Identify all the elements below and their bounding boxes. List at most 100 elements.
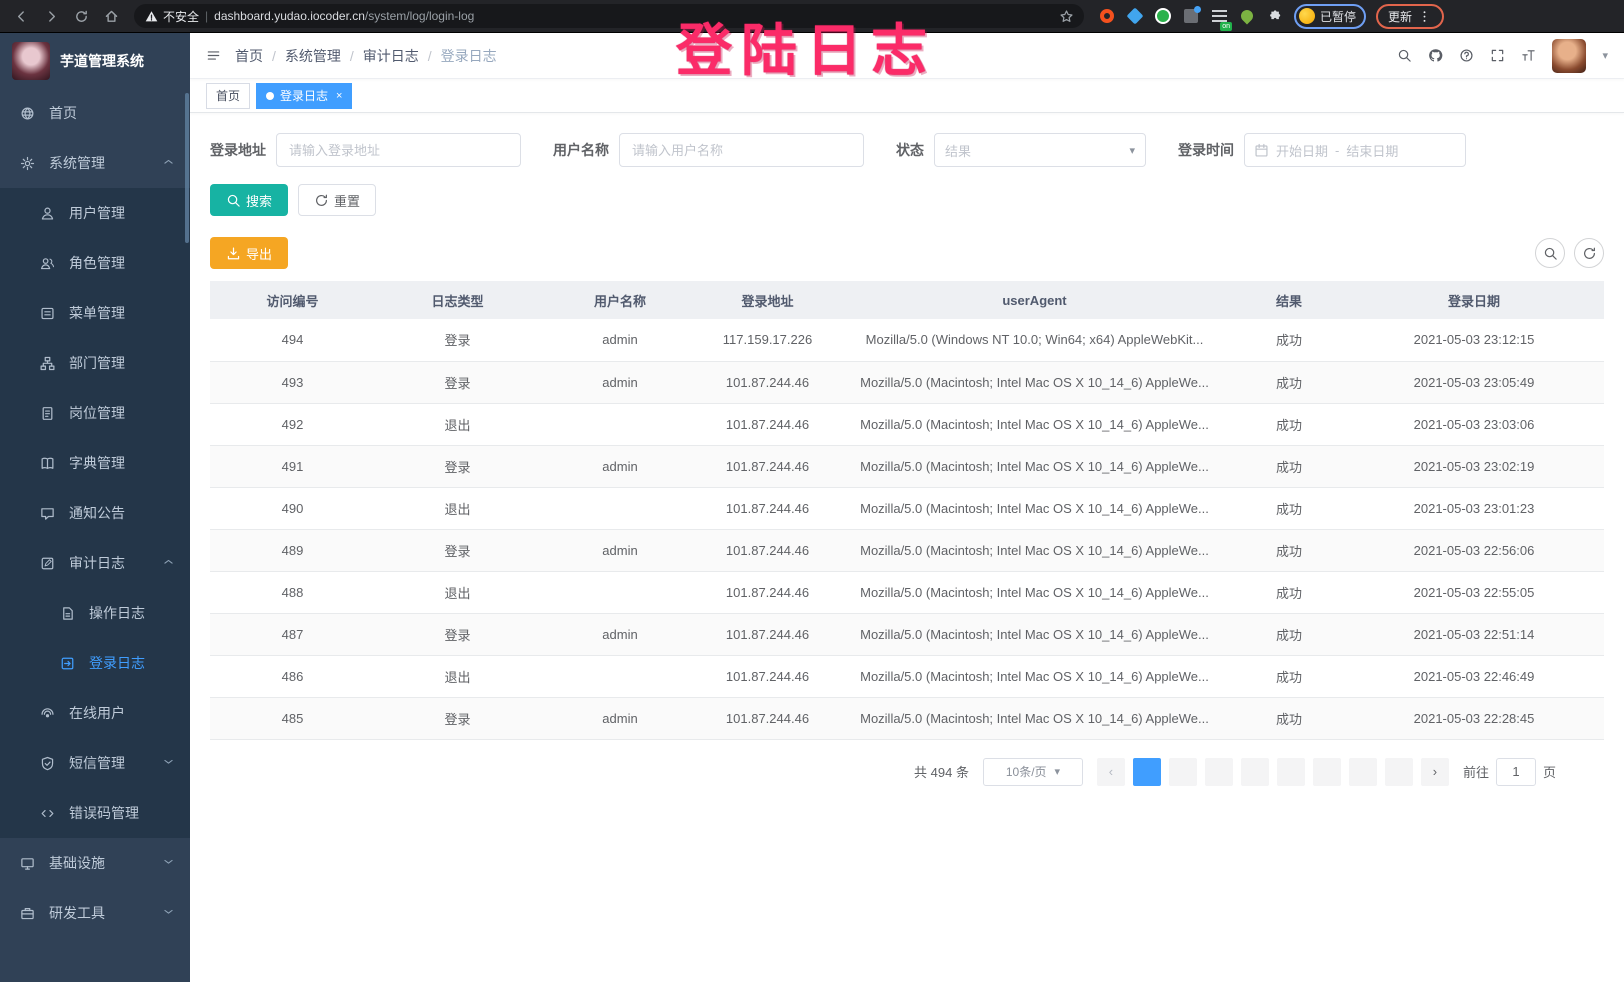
- extension-plant-icon[interactable]: [1238, 7, 1256, 25]
- toggle-search-button[interactable]: [1535, 238, 1565, 268]
- sidebar-item-system[interactable]: 系统管理: [0, 138, 190, 188]
- error-code-icon: [40, 806, 55, 821]
- page-size-select[interactable]: 10条/页 ▾: [982, 757, 1083, 786]
- page-button[interactable]: [1384, 757, 1413, 786]
- col-useragent: userAgent: [835, 281, 1234, 319]
- chevron-down-icon[interactable]: ▾: [1602, 50, 1608, 62]
- cell-id: 492: [210, 403, 375, 446]
- back-icon[interactable]: [8, 3, 34, 29]
- cell-username: [540, 487, 700, 530]
- cell-type: 退出: [375, 403, 540, 446]
- table-row[interactable]: 491 登录 admin 101.87.244.46 Mozilla/5.0 (…: [210, 445, 1604, 488]
- export-button[interactable]: 导出: [210, 237, 289, 269]
- table-row[interactable]: 493 登录 admin 101.87.244.46 Mozilla/5.0 (…: [210, 361, 1604, 404]
- sidebar-item-auditlog[interactable]: 审计日志: [0, 538, 190, 588]
- cell-type: 登录: [375, 613, 540, 656]
- table-row[interactable]: 488 退出 101.87.244.46 Mozilla/5.0 (Macint…: [210, 571, 1604, 614]
- table-row[interactable]: 492 退出 101.87.244.46 Mozilla/5.0 (Macint…: [210, 403, 1604, 446]
- extensions-tray: on 已暂停 更新: [1094, 3, 1448, 31]
- sidebar-item-home[interactable]: 首页: [0, 88, 190, 138]
- extension-orange-icon[interactable]: [1098, 7, 1116, 25]
- sidebar-item-infra[interactable]: 基础设施: [0, 838, 190, 888]
- page-button[interactable]: [1312, 757, 1341, 786]
- url-text: dashboard.yudao.iocoder.cn/system/log/lo…: [214, 9, 475, 23]
- reload-icon[interactable]: [68, 3, 94, 29]
- table-row[interactable]: 485 登录 admin 101.87.244.46 Mozilla/5.0 (…: [210, 697, 1604, 740]
- operation-log-icon: [60, 606, 75, 621]
- prev-page-button[interactable]: ‹: [1096, 757, 1125, 786]
- github-icon[interactable]: [1428, 48, 1443, 63]
- sidebar-item-sms[interactable]: 短信管理: [0, 738, 190, 788]
- page-button[interactable]: [1276, 757, 1305, 786]
- table-row[interactable]: 489 登录 admin 101.87.244.46 Mozilla/5.0 (…: [210, 529, 1604, 572]
- refresh-table-button[interactable]: [1574, 238, 1604, 268]
- home-icon[interactable]: [98, 3, 124, 29]
- table-row[interactable]: 487 登录 admin 101.87.244.46 Mozilla/5.0 (…: [210, 613, 1604, 656]
- sidebar-item-errcode[interactable]: 错误码管理: [0, 788, 190, 838]
- page-button[interactable]: [1168, 757, 1197, 786]
- sidebar-item-devtools[interactable]: 研发工具: [0, 888, 190, 938]
- cell-username: admin: [540, 613, 700, 656]
- hamburger-icon[interactable]: [206, 48, 221, 63]
- status-select[interactable]: 结果 ▾: [934, 133, 1146, 167]
- breadcrumb: 首页 / 系统管理 / 审计日志 / 登录日志: [235, 47, 497, 64]
- table-row[interactable]: 490 退出 101.87.244.46 Mozilla/5.0 (Macint…: [210, 487, 1604, 530]
- page-button[interactable]: [1132, 757, 1161, 786]
- extension-list-icon[interactable]: on: [1210, 7, 1232, 31]
- bookmark-star-icon[interactable]: [1059, 9, 1074, 24]
- sidebar-item-user[interactable]: 用户管理: [0, 188, 190, 238]
- page-button[interactable]: [1348, 757, 1377, 786]
- sidebar-item-notice[interactable]: 通知公告: [0, 488, 190, 538]
- extension-green-icon[interactable]: [1154, 7, 1172, 25]
- login-address-input[interactable]: [276, 133, 521, 167]
- table-row[interactable]: 486 退出 101.87.244.46 Mozilla/5.0 (Macint…: [210, 655, 1604, 698]
- browser-update-button[interactable]: 更新: [1376, 3, 1445, 29]
- tab-home[interactable]: 首页: [206, 82, 251, 109]
- sidebar-item-online[interactable]: 在线用户: [0, 688, 190, 738]
- col-result: 结果: [1234, 281, 1344, 319]
- cell-useragent: Mozilla/5.0 (Macintosh; Intel Mac OS X 1…: [835, 445, 1234, 488]
- reset-button[interactable]: 重置: [298, 184, 377, 216]
- user-avatar[interactable]: [1552, 38, 1587, 73]
- sidebar-item-menu[interactable]: 菜单管理: [0, 288, 190, 338]
- breadcrumb-home[interactable]: 首页: [235, 47, 263, 64]
- extensions-puzzle-icon[interactable]: [1266, 7, 1284, 25]
- app-logo-row[interactable]: 芋道管理系统: [0, 33, 190, 88]
- paused-extension-badge[interactable]: 已暂停: [1294, 3, 1367, 29]
- forward-icon[interactable]: [38, 3, 64, 29]
- date-range-picker[interactable]: 开始日期 - 结束日期: [1244, 133, 1466, 167]
- help-icon[interactable]: [1459, 48, 1474, 63]
- page-button[interactable]: [1204, 757, 1233, 786]
- close-icon[interactable]: ×: [336, 89, 343, 102]
- page-button[interactable]: [1240, 757, 1269, 786]
- cell-ip: 101.87.244.46: [700, 445, 835, 488]
- cell-type: 登录: [375, 697, 540, 740]
- sidebar-scrollbar[interactable]: [185, 93, 189, 243]
- sidebar-item-dept[interactable]: 部门管理: [0, 338, 190, 388]
- goto-page-input[interactable]: [1495, 757, 1536, 786]
- username-input[interactable]: [619, 133, 864, 167]
- address-bar[interactable]: 不安全 | dashboard.yudao.iocoder.cn/system/…: [134, 4, 1084, 28]
- sidebar-item-post[interactable]: 岗位管理: [0, 388, 190, 438]
- date-end-placeholder: 结束日期: [1346, 143, 1399, 159]
- breadcrumb-system[interactable]: 系统管理: [284, 47, 341, 64]
- sidebar-item-loginlog[interactable]: 登录日志: [0, 638, 190, 688]
- cell-useragent: Mozilla/5.0 (Macintosh; Intel Mac OS X 1…: [835, 529, 1234, 572]
- fullscreen-icon[interactable]: [1490, 48, 1505, 63]
- sidebar-item-role[interactable]: 角色管理: [0, 238, 190, 288]
- sidebar-item-dict[interactable]: 字典管理: [0, 438, 190, 488]
- emoji-avatar-icon: [1299, 8, 1315, 24]
- search-button[interactable]: 搜索: [210, 184, 289, 216]
- security-chip[interactable]: 不安全: [144, 8, 199, 25]
- table-row[interactable]: 494 登录 admin 117.159.17.226 Mozilla/5.0 …: [210, 319, 1604, 362]
- active-dot-icon: [266, 91, 275, 100]
- breadcrumb-audit[interactable]: 审计日志: [362, 47, 419, 64]
- next-page-button[interactable]: ›: [1420, 757, 1449, 786]
- extension-grid-icon[interactable]: [1182, 6, 1201, 25]
- sidebar-item-oplog[interactable]: 操作日志: [0, 588, 190, 638]
- search-icon[interactable]: [1397, 48, 1412, 63]
- search-icon: [226, 193, 241, 208]
- tab-login-log[interactable]: 登录日志 ×: [256, 82, 353, 109]
- extension-gem-icon[interactable]: [1126, 7, 1144, 25]
- font-size-icon[interactable]: [1521, 48, 1536, 63]
